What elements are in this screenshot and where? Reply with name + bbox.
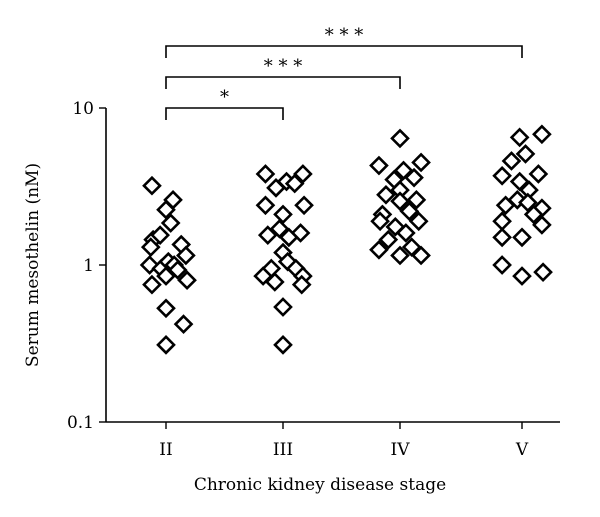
- significance-label-1: * * *: [264, 56, 302, 77]
- point-II-14: [177, 270, 197, 291]
- point-II-17: [156, 298, 176, 319]
- point-IV-1: [411, 152, 431, 173]
- point-III-3: [266, 178, 286, 198]
- significance-label-0: *: [220, 87, 229, 108]
- point-V-5: [528, 164, 549, 184]
- point-III-5: [255, 195, 276, 216]
- point-V-4: [492, 165, 512, 186]
- point-IV-13: [408, 211, 429, 232]
- y-axis-title: Serum mesothelin (nM): [23, 163, 43, 367]
- point-III-19: [291, 274, 312, 295]
- point-IV-15: [396, 223, 416, 243]
- y-tick-label-1: 1: [83, 256, 94, 276]
- y-ticks: 0.1 1 10: [67, 99, 106, 433]
- point-II-15: [142, 274, 162, 295]
- point-V-17: [492, 255, 512, 275]
- y-tick-label-2: 10: [72, 99, 94, 119]
- point-III-18: [264, 272, 285, 292]
- point-V-6: [509, 171, 530, 192]
- point-II-16: [156, 266, 176, 286]
- point-IV-12: [370, 211, 390, 232]
- x-tick-label-3: V: [515, 440, 529, 460]
- point-II-18: [173, 314, 194, 334]
- significance-label-2: * * *: [325, 25, 363, 46]
- point-IV-16: [378, 229, 399, 250]
- point-III-9: [257, 225, 278, 245]
- point-V-12: [523, 204, 544, 225]
- point-V-0: [532, 124, 552, 145]
- point-III-4: [284, 173, 305, 194]
- point-II-19: [156, 335, 176, 355]
- point-III-7: [273, 204, 293, 225]
- point-IV-18: [369, 239, 389, 260]
- point-V-3: [501, 151, 522, 171]
- significance-bracket-1: [165, 76, 401, 89]
- point-IV-0: [390, 128, 410, 149]
- point-V-16: [512, 227, 532, 248]
- y-tick-label-0: 0.1: [67, 413, 94, 433]
- point-IV-2: [369, 155, 389, 176]
- x-tick-label-2: IV: [391, 440, 411, 460]
- point-V-1: [509, 127, 530, 148]
- point-II-8: [176, 245, 196, 266]
- point-III-20: [273, 297, 293, 317]
- point-IV-7: [376, 184, 396, 205]
- point-IV-9: [390, 191, 410, 212]
- significance-brackets: * * * * * * *: [165, 25, 523, 120]
- x-ticks: II III IV V: [159, 422, 529, 460]
- point-II-6: [150, 225, 170, 245]
- point-II-5: [140, 237, 161, 257]
- point-III-0: [255, 164, 276, 184]
- x-tick-label-1: III: [273, 440, 293, 460]
- point-IV-20: [411, 245, 431, 266]
- point-III-11: [279, 227, 299, 248]
- point-III-8: [269, 218, 290, 239]
- point-III-21: [273, 335, 293, 355]
- point-II-0: [142, 175, 162, 196]
- x-tick-label-0: II: [159, 440, 172, 460]
- point-IV-11: [399, 201, 420, 222]
- point-II-2: [156, 199, 176, 220]
- point-IV-5: [404, 167, 424, 188]
- data-points: [139, 124, 553, 355]
- point-V-13: [492, 211, 512, 232]
- x-axis-title: Chronic kidney disease stage: [194, 475, 446, 495]
- significance-bracket-0: [165, 107, 284, 120]
- point-V-2: [515, 144, 536, 164]
- point-IV-19: [390, 245, 410, 266]
- point-III-6: [294, 195, 314, 216]
- point-V-18: [533, 262, 553, 283]
- point-V-15: [492, 227, 512, 248]
- significance-bracket-2: [165, 45, 523, 58]
- point-IV-8: [406, 190, 427, 210]
- point-V-19: [512, 266, 532, 286]
- point-V-14: [532, 215, 552, 235]
- point-II-3: [160, 213, 181, 233]
